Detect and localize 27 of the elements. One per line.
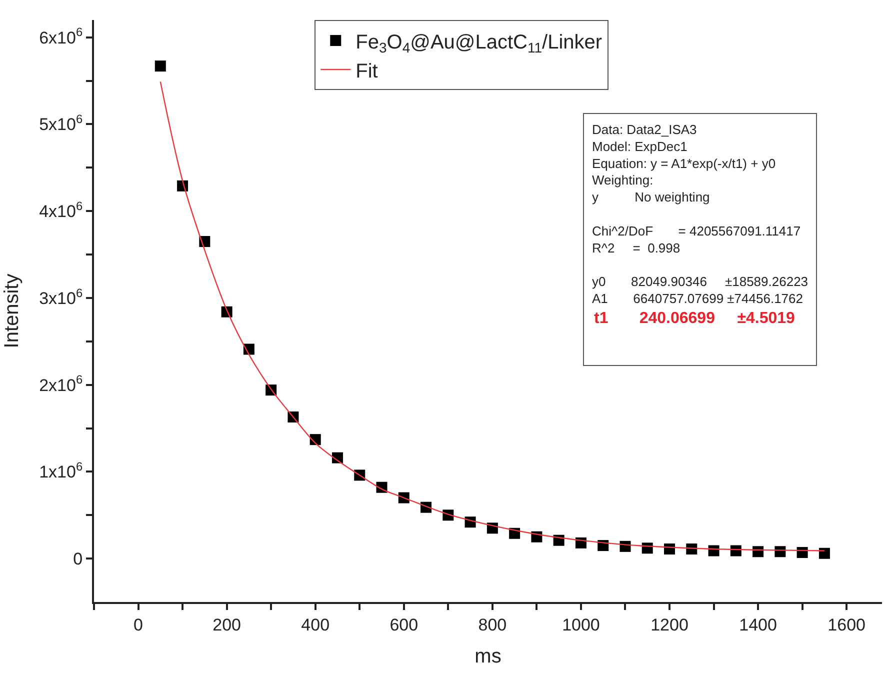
annotation: t1 240.06699 ±4.5019	[594, 310, 796, 327]
legend-label: Fit	[356, 60, 378, 82]
y-tick-label: 0	[73, 550, 83, 569]
x-axis-title: ms	[474, 645, 502, 668]
point	[818, 548, 830, 559]
y-tick-label: 4x10$^{6}$	[39, 198, 83, 222]
x-tick-label: 600	[390, 615, 418, 634]
x-tick-label: 1200	[650, 615, 688, 634]
point	[730, 545, 742, 556]
y-axis-title: Intensity	[1, 274, 24, 348]
x-tick-label: 200	[212, 615, 241, 634]
y-tick-label: 1x10$^{6}$	[39, 460, 83, 482]
y-tick-label: 6x10$^{6}$	[39, 25, 83, 48]
point	[796, 546, 808, 558]
x-tick-label: 400	[301, 615, 330, 634]
x-tick-label: 1000	[562, 615, 600, 634]
point	[708, 545, 720, 556]
x-tick-label: 1400	[739, 615, 777, 634]
y-tick-label: 3x10$^{6}$	[39, 286, 83, 308]
y-tick-label: 5x10$^{6}$	[39, 112, 83, 134]
x-tick-label: 0	[134, 615, 144, 634]
x-tick-label: 800	[478, 615, 507, 634]
point	[154, 60, 166, 72]
x-tick-label: 1600	[828, 615, 866, 634]
text: Data: Data2_ISA3 Model: ExpDec1 Equation: y = A1*exp(-x/t1) + y0 Weighting: y No weighting Chi^2/DoF = 4205567091.11417 R^2 = 0.998 y0 82049.90346 ±18589.26223 A1 6640757.07699 ±74456.1762	[592, 122, 808, 306]
legend-label: Fe$_{3}$O$_{4}$@Au@LactC$_{11}$/Linker	[356, 31, 602, 56]
y-tick-label: 2x10$^{6}$	[39, 372, 83, 395]
